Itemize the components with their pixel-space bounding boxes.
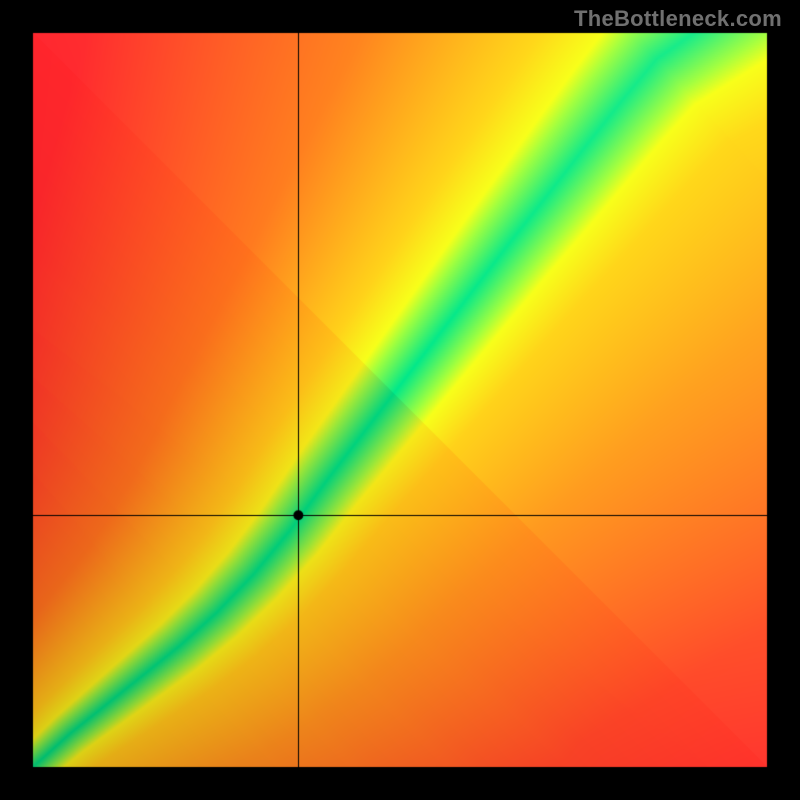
bottleneck-heatmap-canvas	[0, 0, 800, 800]
chart-stage: TheBottleneck.com	[0, 0, 800, 800]
